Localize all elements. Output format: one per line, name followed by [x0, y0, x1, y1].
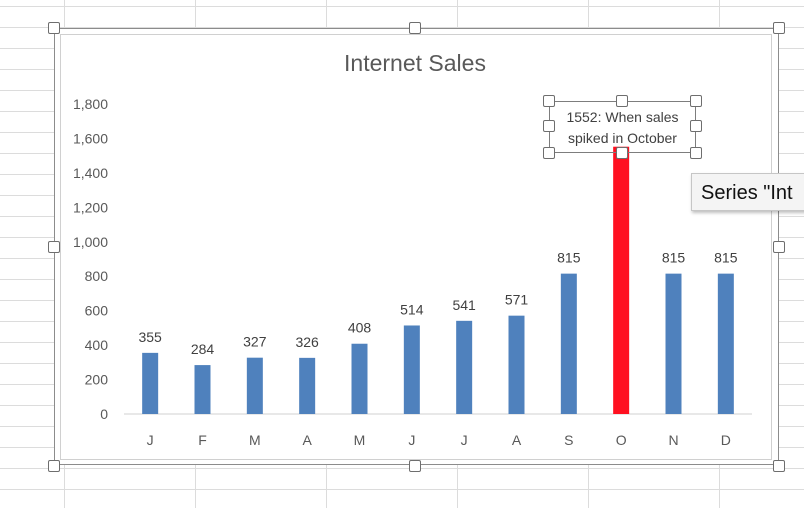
y-tick-label: 200 [85, 372, 109, 388]
data-label-5[interactable]: 514 [400, 301, 424, 317]
annotation-line-1: 1552: When sales [566, 109, 679, 125]
data-label-3[interactable]: 326 [295, 334, 319, 350]
x-tick-label-3: A [302, 432, 312, 448]
annotation-handle-top-left[interactable] [543, 95, 555, 107]
tooltip-text: Series "Int [701, 182, 793, 204]
bar-6[interactable] [456, 320, 473, 414]
annotation-handle-top-right[interactable] [690, 95, 702, 107]
data-label-2[interactable]: 327 [243, 334, 267, 350]
annotation-line-2: spiked in October [568, 130, 677, 146]
bar-8[interactable] [560, 273, 577, 414]
y-tick-label: 1,800 [73, 96, 108, 112]
x-tick-label-2: M [249, 432, 261, 448]
y-tick-label: 1,000 [73, 234, 108, 250]
bar-11[interactable] [717, 273, 734, 414]
resize-handle-bottom-right[interactable] [773, 460, 785, 472]
resize-handle-bottom-center[interactable] [409, 460, 421, 472]
x-tick-label-7: A [512, 432, 522, 448]
data-label-8[interactable]: 815 [557, 250, 581, 266]
data-label-0[interactable]: 355 [138, 329, 162, 345]
annotation-handle-middle-left[interactable] [543, 120, 555, 132]
bar-4[interactable] [351, 343, 368, 414]
bar-7[interactable] [508, 315, 525, 414]
annotation-handle-middle-right[interactable] [690, 120, 702, 132]
resize-handle-top-left[interactable] [48, 22, 60, 34]
data-label-4[interactable]: 408 [348, 320, 372, 336]
bar-9[interactable] [613, 146, 630, 414]
x-tick-label-8: S [564, 432, 573, 448]
y-tick-label: 800 [85, 268, 109, 284]
resize-handle-top-right[interactable] [773, 22, 785, 34]
y-tick-label: 1,600 [73, 130, 108, 146]
y-tick-label: 400 [85, 337, 109, 353]
bar-3[interactable] [299, 357, 316, 414]
y-tick-label: 1,200 [73, 199, 108, 215]
data-label-10[interactable]: 815 [662, 250, 686, 266]
resize-handle-middle-left[interactable] [48, 241, 60, 253]
annotation-handle-bottom-left[interactable] [543, 147, 555, 159]
resize-handle-bottom-left[interactable] [48, 460, 60, 472]
annotation-handle-bottom-center[interactable] [616, 147, 628, 159]
annotation-text-box[interactable]: 1552: When sales spiked in October [549, 101, 696, 153]
x-tick-label-9: O [616, 432, 627, 448]
x-tick-label-1: F [198, 432, 207, 448]
bar-1[interactable] [194, 365, 211, 414]
resize-handle-top-center[interactable] [409, 22, 421, 34]
bar-5[interactable] [403, 325, 420, 414]
data-label-7[interactable]: 571 [505, 292, 529, 308]
annotation-handle-bottom-right[interactable] [690, 147, 702, 159]
y-tick-label: 0 [100, 406, 108, 422]
bar-0[interactable] [142, 352, 159, 414]
data-label-1[interactable]: 284 [191, 341, 215, 357]
x-tick-label-10: N [668, 432, 678, 448]
y-tick-label: 600 [85, 303, 109, 319]
x-tick-label-6: J [461, 432, 468, 448]
annotation-handle-top-center[interactable] [616, 95, 628, 107]
data-label-6[interactable]: 541 [452, 297, 476, 313]
x-tick-label-11: D [721, 432, 731, 448]
x-tick-label-4: M [354, 432, 366, 448]
series-tooltip: Series "Int [691, 173, 804, 211]
bar-10[interactable] [665, 273, 682, 414]
y-tick-label: 1,400 [73, 165, 108, 181]
data-label-11[interactable]: 815 [714, 250, 738, 266]
bar-2[interactable] [246, 357, 263, 414]
resize-handle-middle-right[interactable] [773, 241, 785, 253]
chart-title[interactable]: Internet Sales [344, 50, 486, 76]
x-tick-label-0: J [147, 432, 154, 448]
x-tick-label-5: J [408, 432, 415, 448]
